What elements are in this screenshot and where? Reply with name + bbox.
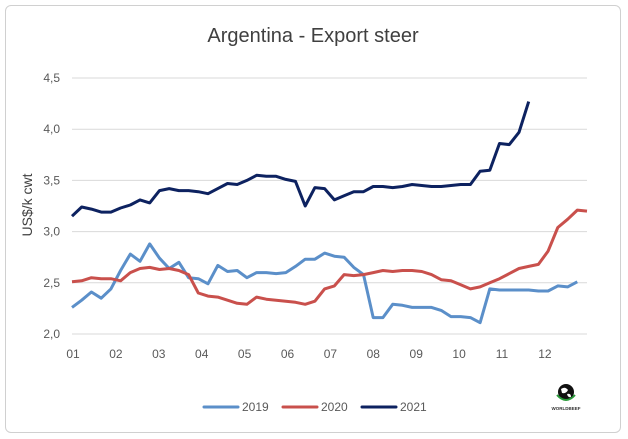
x-tick-label: 01 — [66, 347, 80, 361]
y-tick-label: 2,0 — [43, 327, 60, 341]
legend-label-2019: 2019 — [242, 400, 269, 414]
y-tick-label: 4,0 — [43, 122, 60, 136]
svg-text:WORLDBEEF: WORLDBEEF — [552, 406, 581, 411]
series-line-2020 — [71, 208, 588, 306]
x-tick-label: 04 — [195, 347, 209, 361]
x-tick-label: 07 — [324, 347, 338, 361]
chart-frame — [5, 5, 621, 433]
series-line-2021 — [70, 101, 531, 218]
x-tick-label: 02 — [109, 347, 123, 361]
y-tick-label: 4,5 — [43, 71, 60, 85]
x-tick-label: 10 — [452, 347, 466, 361]
legend-label-2020: 2020 — [321, 400, 348, 414]
x-tick-label: 08 — [367, 347, 381, 361]
x-tick-label: 11 — [496, 347, 509, 361]
x-tick-label: 06 — [281, 347, 295, 361]
x-tick-label: 05 — [238, 347, 252, 361]
y-tick-label: 3,0 — [43, 225, 60, 239]
worldbeef-logo: WORLDBEEF — [552, 384, 581, 411]
x-tick-label: 09 — [410, 347, 424, 361]
series-line-2019 — [71, 242, 578, 325]
x-tick-label: 03 — [152, 347, 166, 361]
legend-label-2021: 2021 — [400, 400, 427, 414]
chart-title: Argentina - Export steer — [207, 25, 419, 47]
y-tick-label: 2,5 — [43, 276, 60, 290]
y-axis-label: US$/k cwt — [19, 173, 35, 236]
x-tick-label: 12 — [538, 347, 552, 361]
y-tick-label: 3,5 — [43, 173, 60, 187]
